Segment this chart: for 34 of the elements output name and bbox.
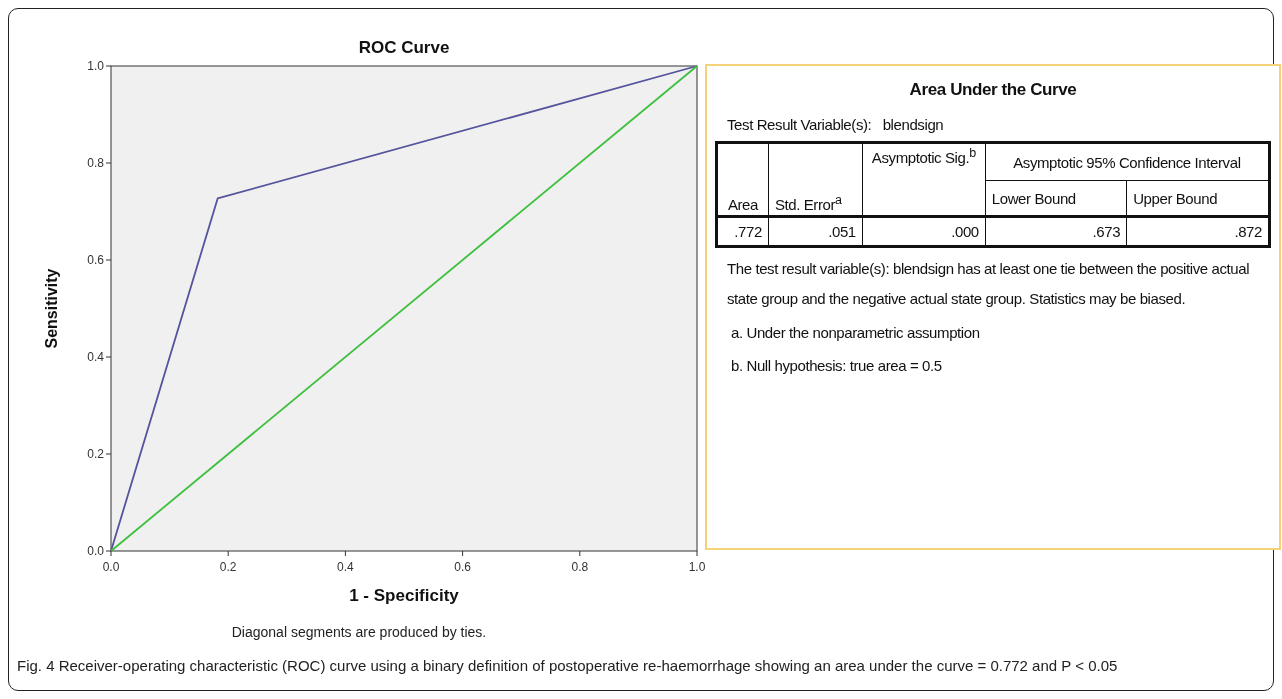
chart-title: ROC Curve <box>358 38 450 57</box>
text: b. Null hypothesis: true area = 0.5 <box>731 357 943 374</box>
text: The test result variable(s): blendsign has at least one tie between the positive actual state group and the negative actual state group. Statistics may be biased. <box>727 259 1251 309</box>
caption: Fig. 4 Receiver-operating characteristic (ROC) curve using a binary definition of postoperative re-haemorrhage showing an area under the curve = 0.772 and P < 0.05 <box>17 656 1119 676</box>
x-tick-label: 1.0 <box>688 560 706 574</box>
text: Area <box>716 142 769 217</box>
y-tick-label: 0.4 <box>87 350 105 364</box>
y-tick-label: 0.6 <box>87 253 105 267</box>
x-axis-title: 1 - Specificity <box>349 586 460 605</box>
text: Diagonal segments are produced by ties. <box>231 624 487 640</box>
text: Area Under the Curve <box>908 80 1078 100</box>
text: Lower Bound <box>985 180 1127 217</box>
text: .000 <box>862 216 986 247</box>
text: a. Under the nonparametric assumption <box>731 324 981 341</box>
text: Std. Error$^{a}$ <box>768 142 863 217</box>
x-tick-label: 0.4 <box>337 560 355 574</box>
text: Asymptotic 95% Confidence Interval <box>985 142 1270 181</box>
text: .872 <box>1126 216 1270 247</box>
y-tick-label: 0.2 <box>87 447 105 461</box>
text: .673 <box>985 216 1127 247</box>
y-tick-label: 0.0 <box>87 544 105 558</box>
x-tick-label: 0.2 <box>219 560 237 574</box>
text: Test Result Variable(s): <box>727 116 872 133</box>
x-tick-label: 0.0 <box>102 560 120 574</box>
text: .772 <box>716 216 769 247</box>
y-tick-label: 0.8 <box>87 156 105 170</box>
text: Upper Bound <box>1126 180 1270 217</box>
x-tick-label: 0.6 <box>454 560 472 574</box>
text: Asymptotic Sig.$^{b}$ <box>862 142 986 217</box>
text: blendsign <box>882 116 944 133</box>
y-tick-label: 1.0 <box>87 59 105 73</box>
x-tick-label: 0.8 <box>571 560 589 574</box>
text: .051 <box>768 216 863 247</box>
y-axis-title: Sensitivity <box>43 268 60 349</box>
